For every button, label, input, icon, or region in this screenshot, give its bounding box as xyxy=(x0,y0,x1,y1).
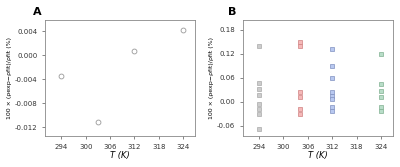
Text: B: B xyxy=(228,7,236,17)
Y-axis label: 100 × (ρexp−ρfit)/ρfit (%): 100 × (ρexp−ρfit)/ρfit (%) xyxy=(209,37,214,119)
Text: A: A xyxy=(33,7,42,17)
X-axis label: T (K): T (K) xyxy=(110,151,130,160)
Y-axis label: 100 × (ρexp−ρfit)/ρfit (%): 100 × (ρexp−ρfit)/ρfit (%) xyxy=(7,37,12,119)
X-axis label: T (K): T (K) xyxy=(308,151,328,160)
